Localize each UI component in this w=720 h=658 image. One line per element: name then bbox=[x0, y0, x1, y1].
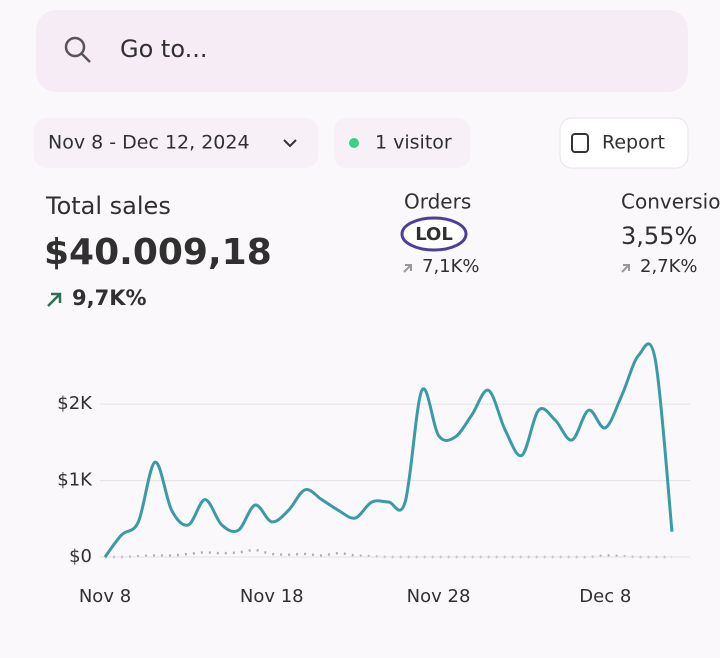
x-tick-label: Nov 28 bbox=[407, 586, 471, 607]
metric-change: 2,7K% bbox=[640, 256, 698, 277]
date-picker[interactable] bbox=[34, 118, 318, 168]
report-button[interactable] bbox=[559, 117, 689, 169]
visitors-pill[interactable] bbox=[334, 118, 470, 168]
metric-change: 7,1K% bbox=[422, 256, 480, 277]
y-tick-label: $1K bbox=[57, 470, 93, 491]
x-tick-label: Nov 18 bbox=[240, 586, 304, 607]
search-icon bbox=[64, 36, 86, 58]
sticker bbox=[400, 216, 468, 252]
sticker-text: LOL bbox=[415, 224, 453, 245]
metric-label: Orders bbox=[404, 190, 471, 214]
metric-value: $40.009,18 bbox=[44, 232, 272, 273]
y-tick-label: $2K bbox=[57, 393, 93, 414]
report-icon bbox=[571, 133, 589, 153]
visitors: 1 visitor bbox=[375, 132, 452, 154]
x-tick-label: Dec 8 bbox=[579, 586, 631, 607]
y-tick-label: $0 bbox=[69, 546, 92, 567]
search-bar[interactable] bbox=[36, 10, 688, 92]
date-range: Nov 8 - Dec 12, 2024 bbox=[48, 132, 250, 154]
metric-label: Conversion bbox=[621, 190, 720, 214]
live-dot bbox=[349, 138, 359, 148]
search-placeholder: Go to... bbox=[120, 35, 207, 63]
chevron bbox=[283, 139, 297, 148]
report-label: Report bbox=[602, 132, 665, 154]
x-tick-label: Nov 8 bbox=[79, 586, 131, 607]
search-icon-handle bbox=[81, 53, 91, 63]
metric-value: 3,55% bbox=[621, 222, 697, 250]
metric-label: Total sales bbox=[45, 192, 171, 220]
sales-chart: $0 $1K $2K Nov 8 Nov 18 Nov 28 Dec 8 bbox=[57, 342, 690, 607]
series-line bbox=[103, 342, 674, 558]
trend-arrow bbox=[403, 264, 412, 273]
trend-arrow bbox=[47, 292, 62, 307]
trend-arrow bbox=[621, 264, 630, 273]
metric-change: 9,7K% bbox=[72, 286, 147, 310]
